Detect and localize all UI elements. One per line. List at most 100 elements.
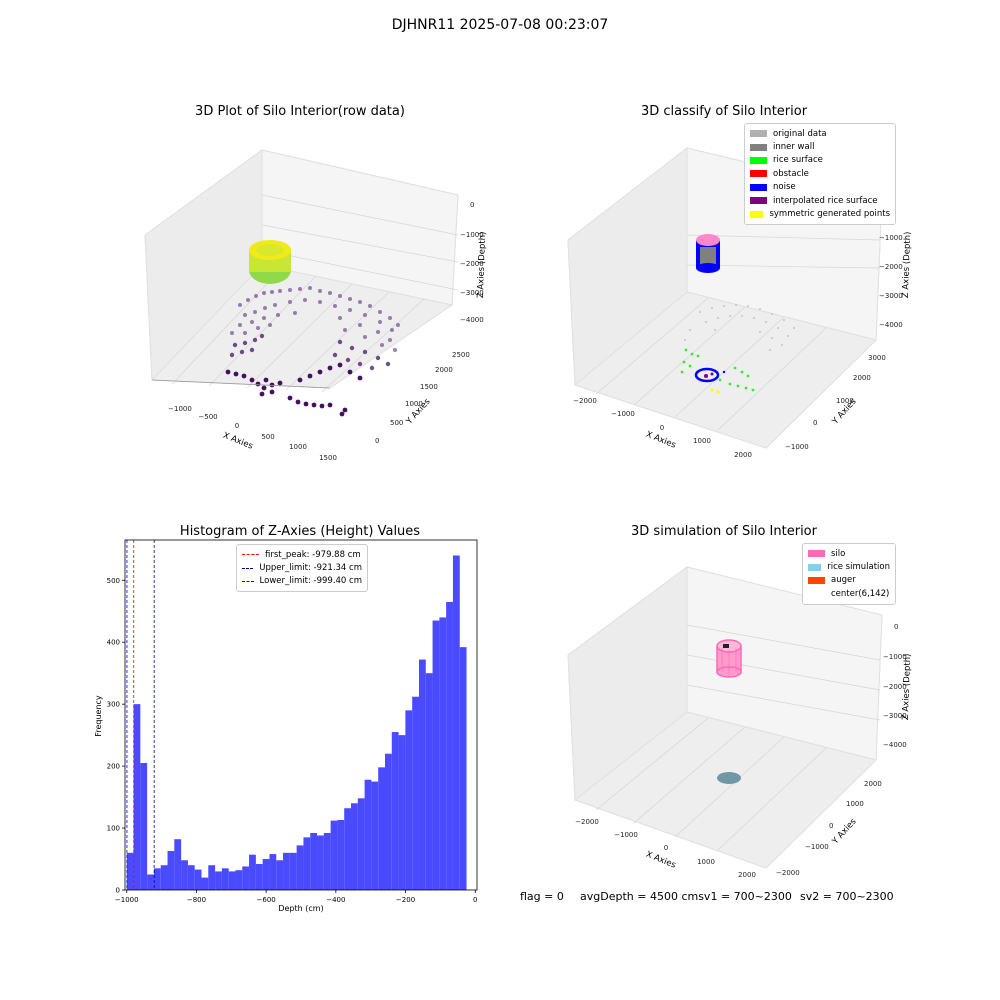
legend-entry: rice surface <box>750 154 890 167</box>
histogram-bar <box>201 877 209 890</box>
svg-text:−2000: −2000 <box>575 818 599 826</box>
svg-text:−2000: −2000 <box>879 263 903 271</box>
legend-entry: first_peak: -979.88 cm <box>242 548 362 561</box>
histogram-bar <box>221 868 229 890</box>
svg-text:2000: 2000 <box>853 374 871 382</box>
svg-text:−2000: −2000 <box>460 260 484 268</box>
legend-swatch <box>808 550 825 558</box>
histogram-ytick-label: 400 <box>107 639 120 647</box>
panel2-xticks: −2000 −1000 0 1000 2000 <box>573 397 752 459</box>
histogram-frame <box>124 539 478 891</box>
svg-text:2000: 2000 <box>734 451 752 459</box>
svg-text:1000: 1000 <box>697 858 715 866</box>
histogram-bar <box>255 863 263 890</box>
legend-entry: auger <box>808 574 890 587</box>
panel1-title: 3D Plot of Silo Interior(row data) <box>195 104 405 119</box>
histogram-bar <box>228 871 236 890</box>
panel4-panes <box>567 566 883 869</box>
panel4-3d-plot: −2000 −1000 0 1000 2000 X Axies −2000 −1… <box>567 566 913 879</box>
panel4-silo <box>716 639 742 678</box>
panel2-scatter-points <box>680 234 795 394</box>
histogram-bar <box>303 837 311 890</box>
legend-line <box>242 580 254 582</box>
svg-text:−4000: −4000 <box>883 741 907 749</box>
histogram-bar <box>317 835 324 890</box>
histogram-xlabel: Depth (cm) <box>278 904 323 913</box>
panel1-top-ring <box>249 240 291 284</box>
panel2-zlabel: Z Axies (Depth) <box>901 231 913 298</box>
panel2-zticks: −1000 −2000 −3000 −4000 <box>879 234 903 329</box>
histogram-bar <box>296 845 304 890</box>
histogram-bar <box>187 865 195 890</box>
legend-entry: symmetric generated points <box>750 207 890 220</box>
legend-swatch <box>808 563 822 571</box>
histogram-bar <box>269 854 277 890</box>
panel4-xlabel: X Axies <box>644 850 677 871</box>
panel4-yticks: −2000 −1000 0 1000 2000 <box>776 780 882 877</box>
svg-text:1500: 1500 <box>420 383 438 391</box>
histogram-bar <box>181 860 188 890</box>
histogram-bar <box>418 659 426 890</box>
histogram-bar <box>174 839 182 890</box>
legend-entry: inner wall <box>750 140 890 153</box>
svg-text:−500: −500 <box>198 413 217 421</box>
histogram-bar <box>323 833 331 890</box>
histogram-bar <box>249 854 256 890</box>
histogram-bar <box>160 865 168 890</box>
histogram-yticks: 0 100 200 300 400 500 <box>107 577 125 895</box>
svg-text:−1000: −1000 <box>614 831 638 839</box>
panel4-ylabel: Y Axies <box>830 816 859 847</box>
histogram-bars <box>126 555 467 890</box>
legend-swatch <box>750 130 767 138</box>
panel4-zticks: 0 −1000 −2000 −3000 −4000 <box>883 623 907 749</box>
panel1-zticks: 0 −1000 −2000 −3000 −4000 <box>460 201 484 324</box>
svg-text:1000: 1000 <box>289 443 307 451</box>
svg-text:1000: 1000 <box>405 400 423 408</box>
svg-text:2500: 2500 <box>452 351 470 359</box>
legend-entry: noise <box>750 181 890 194</box>
histogram-ytick-label: 200 <box>107 763 120 771</box>
svg-text:−3000: −3000 <box>879 292 903 300</box>
histogram-bar <box>452 555 460 890</box>
histogram-ytick-label: 500 <box>107 577 120 585</box>
svg-text:0: 0 <box>829 822 833 830</box>
legend-entry: Upper_limit: -921.34 cm <box>242 561 362 574</box>
legend-line <box>242 554 259 556</box>
histogram-bar <box>330 820 338 890</box>
panel4-xticks: −2000 −1000 0 1000 2000 <box>575 818 756 879</box>
svg-text:0: 0 <box>375 437 379 445</box>
histogram-ytick-label: 0 <box>116 887 120 895</box>
histogram-bar <box>194 869 202 890</box>
svg-text:−4000: −4000 <box>460 316 484 324</box>
legend-entry: rice simulation <box>808 560 890 573</box>
histogram-bar <box>337 820 345 890</box>
legend-entry: obstacle <box>750 167 890 180</box>
panel2-yticks: −1000 0 1000 2000 3000 <box>785 354 886 451</box>
legend-swatch <box>750 143 767 151</box>
legend-swatch <box>808 590 825 598</box>
svg-text:2000: 2000 <box>738 871 756 879</box>
svg-text:−2000: −2000 <box>883 683 907 691</box>
svg-text:−1000: −1000 <box>611 410 635 418</box>
histogram-bar <box>432 620 440 890</box>
svg-text:500: 500 <box>390 419 403 427</box>
svg-text:1000: 1000 <box>693 437 711 445</box>
svg-text:−1000: −1000 <box>460 231 484 239</box>
legend-line <box>242 567 254 569</box>
histogram-bar <box>140 763 148 890</box>
legend-swatch <box>750 170 767 178</box>
histogram-ylabel: Frequency <box>94 695 103 737</box>
svg-text:0: 0 <box>894 623 898 631</box>
histogram-bar <box>215 871 222 890</box>
legend-entry: center(6,142) <box>808 587 890 600</box>
svg-text:−2000: −2000 <box>776 869 800 877</box>
histogram-bar <box>351 803 358 890</box>
histogram-bar <box>378 767 385 890</box>
panel2-title: 3D classify of Silo Interior <box>640 104 808 119</box>
panel1-3d-plot: −1000 −500 0 500 1000 1500 X Axies 0 500… <box>144 149 488 462</box>
histogram-bar <box>459 647 467 890</box>
legend-swatch <box>750 156 767 164</box>
legend-entry: silo <box>808 547 890 560</box>
svg-text:2000: 2000 <box>864 780 882 788</box>
histogram-bar <box>364 779 372 890</box>
